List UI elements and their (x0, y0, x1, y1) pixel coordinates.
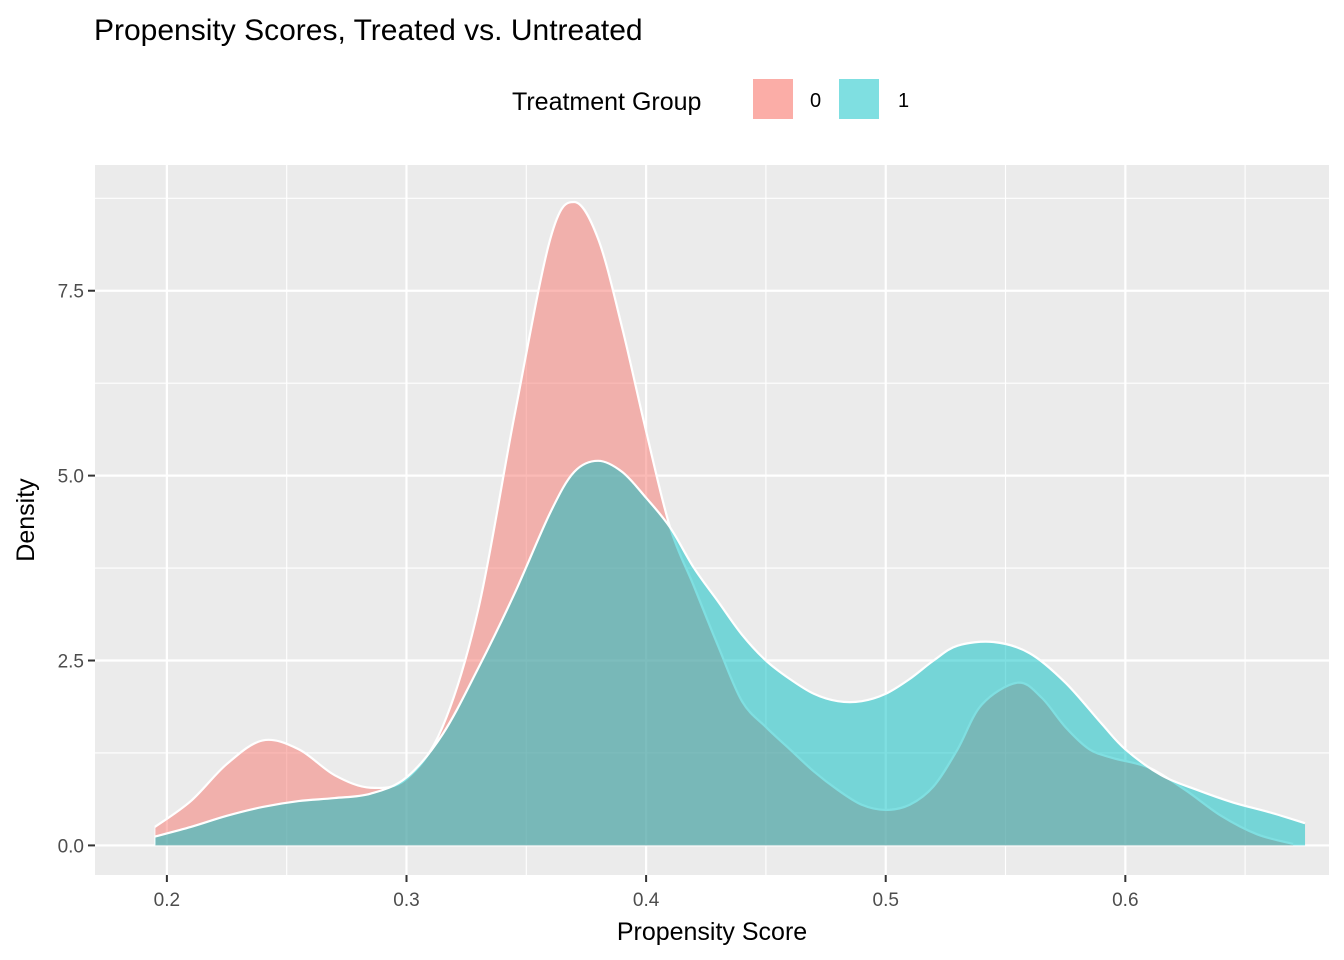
legend-label-0: 0 (810, 90, 821, 112)
chart-title: Propensity Scores, Treated vs. Untreated (94, 14, 643, 47)
x-tick-label: 0.6 (1112, 890, 1138, 911)
legend: Treatment Group 0 1 (512, 78, 909, 120)
x-tick-label: 0.3 (393, 890, 419, 911)
y-tick-label: 2.5 (58, 652, 84, 673)
y-tick-label: 7.5 (58, 282, 84, 303)
legend-title: Treatment Group (512, 88, 701, 116)
legend-swatch-1 (839, 79, 879, 119)
legend-swatch-0 (753, 79, 793, 119)
x-tick-label: 0.4 (633, 890, 660, 911)
legend-label-1: 1 (898, 90, 909, 112)
density-area-group-1 (154, 460, 1306, 846)
y-tick-label: 5.0 (58, 467, 84, 488)
x-axis-title: Propensity Score (617, 918, 807, 946)
x-tick-label: 0.5 (873, 890, 899, 911)
x-tick-label: 0.2 (154, 890, 180, 911)
y-axis-title: Density (12, 478, 40, 562)
axes: 0.2 0.3 0.4 0.5 0.6 0.0 2.5 5.0 7.5 (58, 282, 1139, 911)
density-areas (154, 200, 1306, 846)
y-tick-label: 0.0 (58, 836, 84, 857)
density-line-group-1 (154, 459, 1306, 838)
